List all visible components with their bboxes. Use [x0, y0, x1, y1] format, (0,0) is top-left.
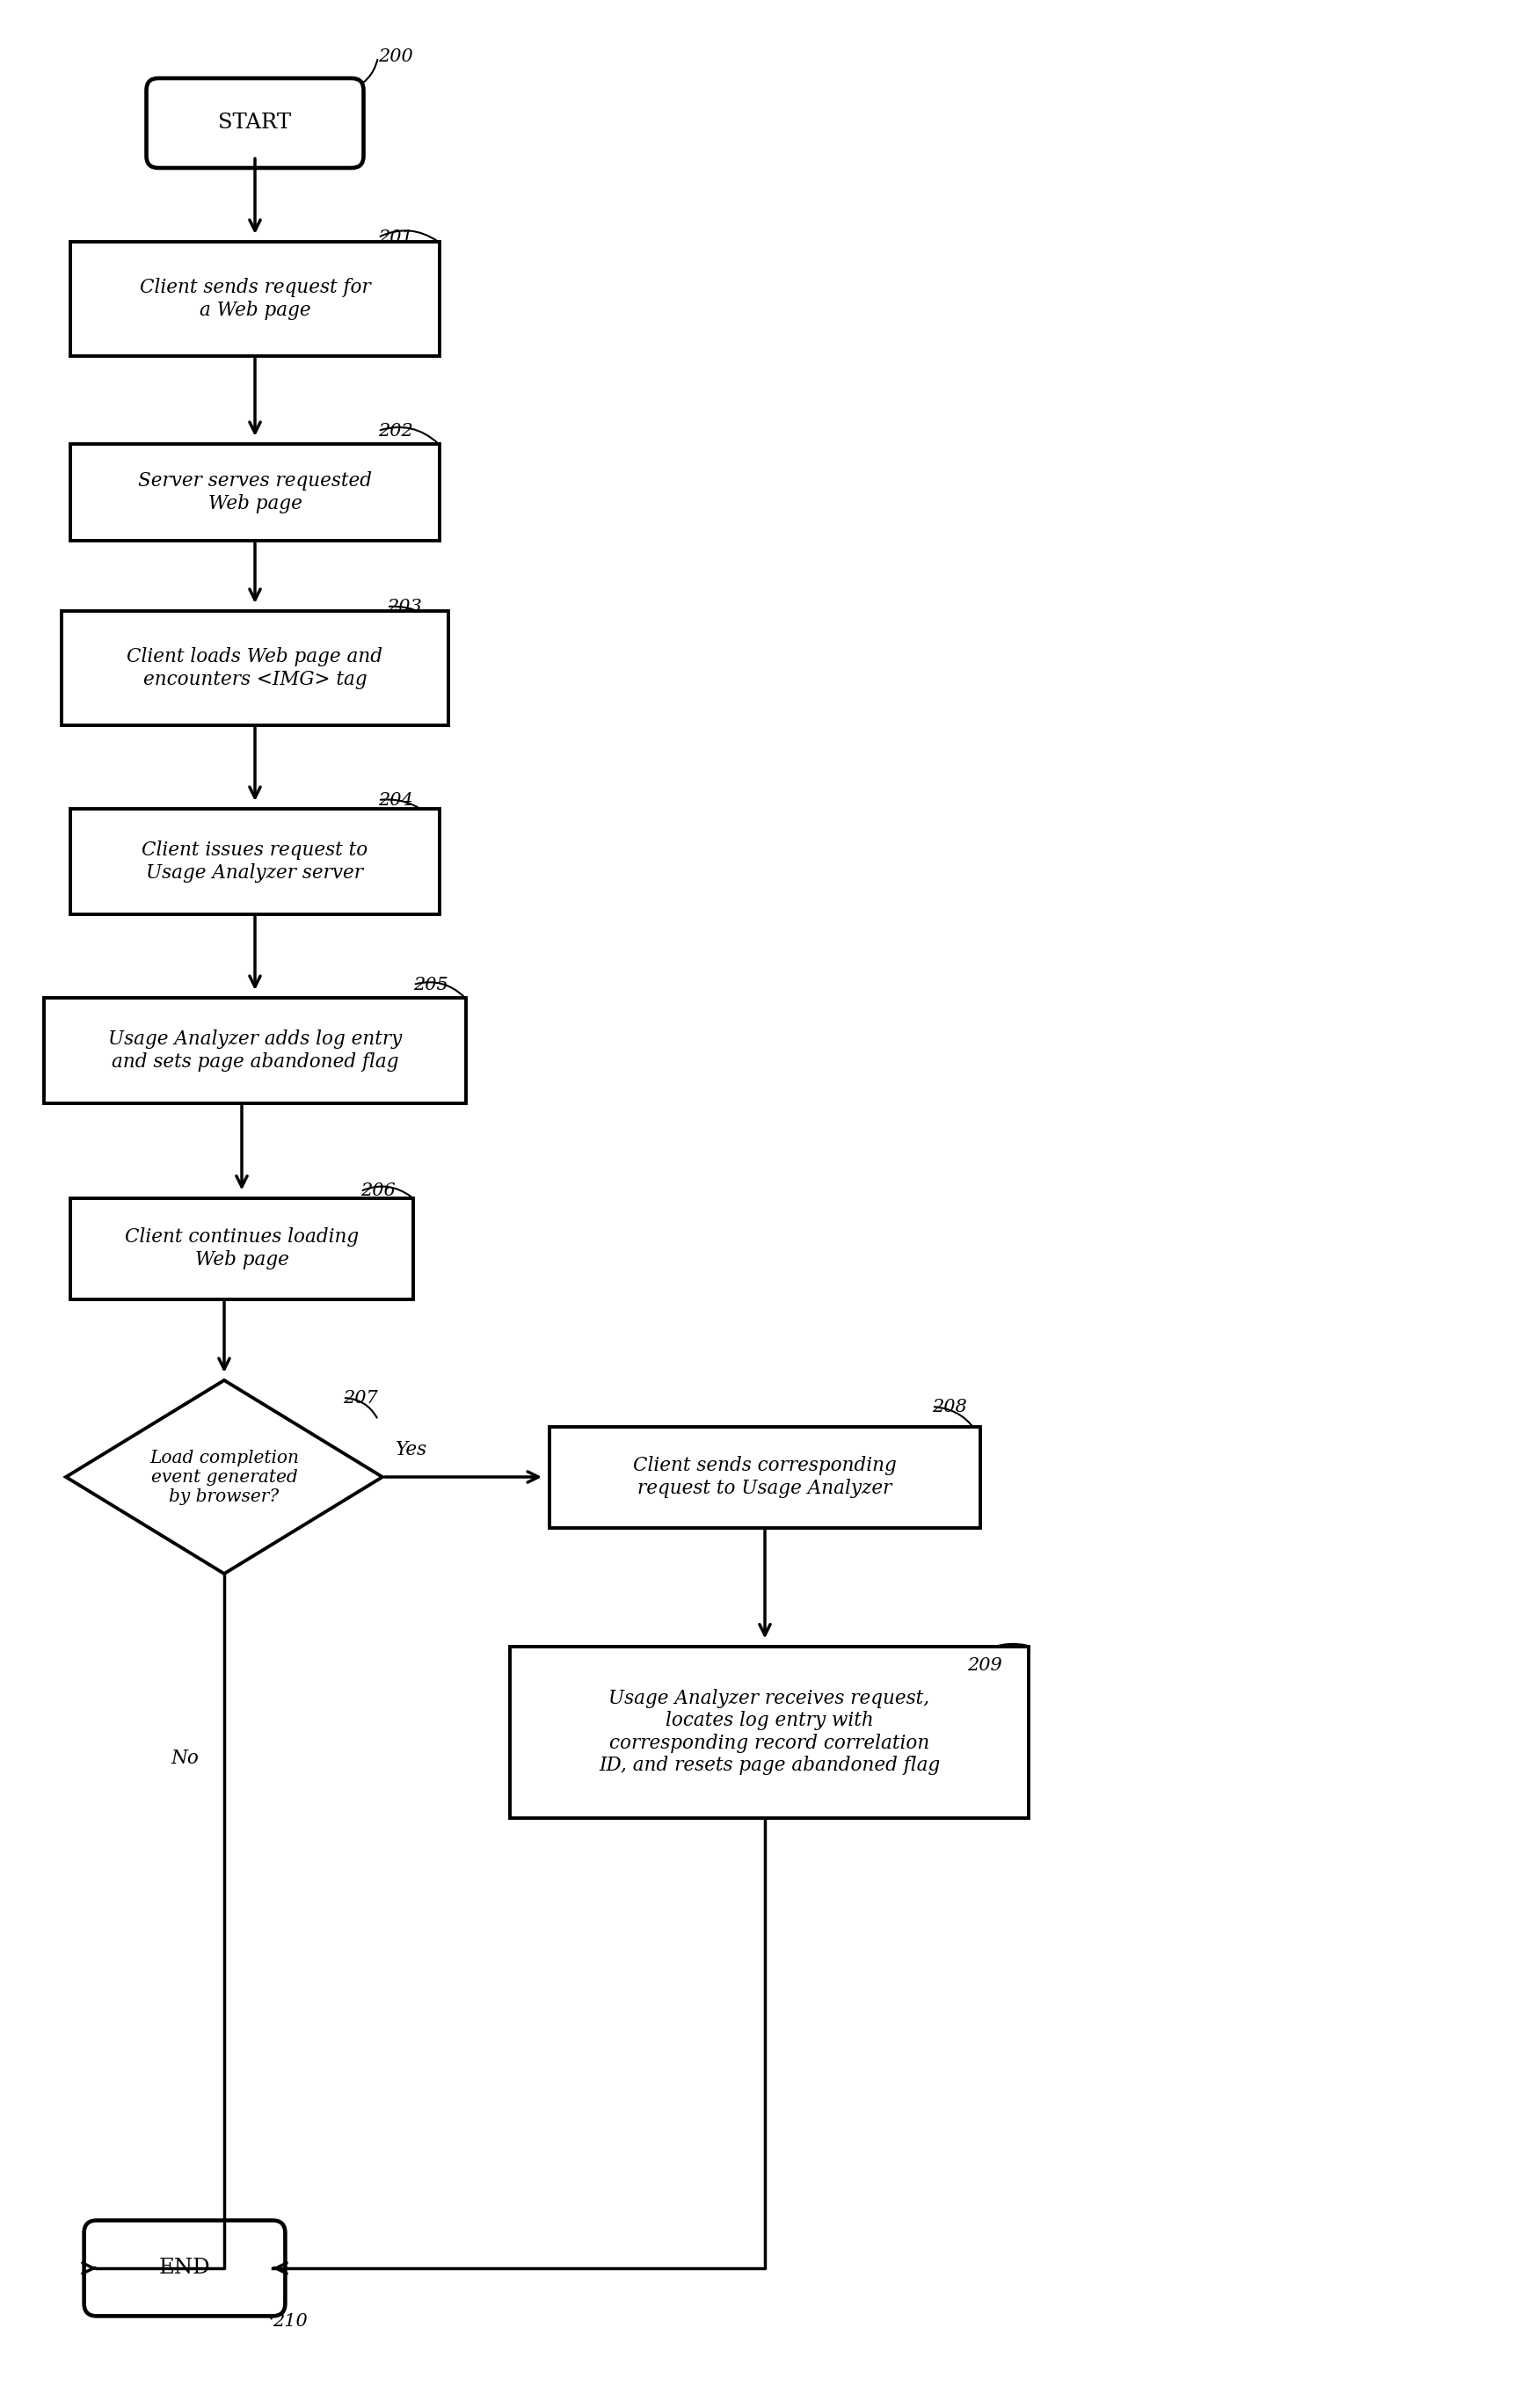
- Text: END: END: [158, 2259, 210, 2278]
- Bar: [70, 1197, 414, 1298]
- Text: 210: 210: [272, 2312, 307, 2329]
- FancyBboxPatch shape: [84, 2220, 284, 2316]
- Text: Load completion
event generated
by browser?: Load completion event generated by brows…: [149, 1450, 298, 1505]
- Text: 202: 202: [377, 421, 412, 438]
- Text: No: No: [170, 1748, 199, 1767]
- Text: 203: 203: [386, 597, 421, 614]
- Text: Client loads Web page and
encounters <IMG> tag: Client loads Web page and encounters <IM…: [126, 648, 383, 689]
- Bar: [44, 997, 465, 1103]
- FancyBboxPatch shape: [146, 77, 364, 169]
- Bar: [70, 809, 440, 915]
- Text: Client continues loading
Web page: Client continues loading Web page: [125, 1228, 359, 1269]
- Text: 201: 201: [377, 229, 412, 246]
- Bar: [70, 241, 440, 356]
- Text: Usage Analyzer receives request,
locates log entry with
corresponding record cor: Usage Analyzer receives request, locates…: [598, 1688, 940, 1775]
- Polygon shape: [65, 1380, 382, 1575]
- Text: 209: 209: [966, 1657, 1001, 1674]
- Text: Client sends request for
a Web page: Client sends request for a Web page: [140, 277, 370, 320]
- Bar: [70, 443, 440, 542]
- Text: Client issues request to
Usage Analyzer server: Client issues request to Usage Analyzer …: [141, 840, 368, 881]
- Text: 204: 204: [377, 792, 412, 809]
- Bar: [61, 612, 449, 725]
- Bar: [549, 1426, 980, 1527]
- Text: Client sends corresponding
request to Usage Analyzer: Client sends corresponding request to Us…: [633, 1457, 896, 1498]
- Text: Server serves requested
Web page: Server serves requested Web page: [138, 472, 371, 513]
- Text: START: START: [219, 113, 292, 132]
- Text: 205: 205: [414, 975, 447, 992]
- Text: 200: 200: [377, 48, 412, 65]
- Text: 207: 207: [342, 1389, 377, 1406]
- Text: Usage Analyzer adds log entry
and sets page abandoned flag: Usage Analyzer adds log entry and sets p…: [108, 1031, 402, 1072]
- Text: Yes: Yes: [395, 1440, 427, 1459]
- Text: 208: 208: [931, 1399, 966, 1416]
- Text: 206: 206: [360, 1182, 395, 1199]
- Bar: [510, 1647, 1028, 1818]
